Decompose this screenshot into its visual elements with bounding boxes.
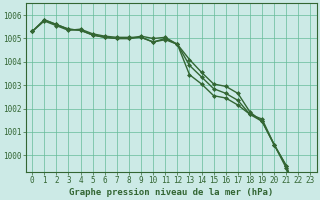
X-axis label: Graphe pression niveau de la mer (hPa): Graphe pression niveau de la mer (hPa) bbox=[69, 188, 274, 197]
